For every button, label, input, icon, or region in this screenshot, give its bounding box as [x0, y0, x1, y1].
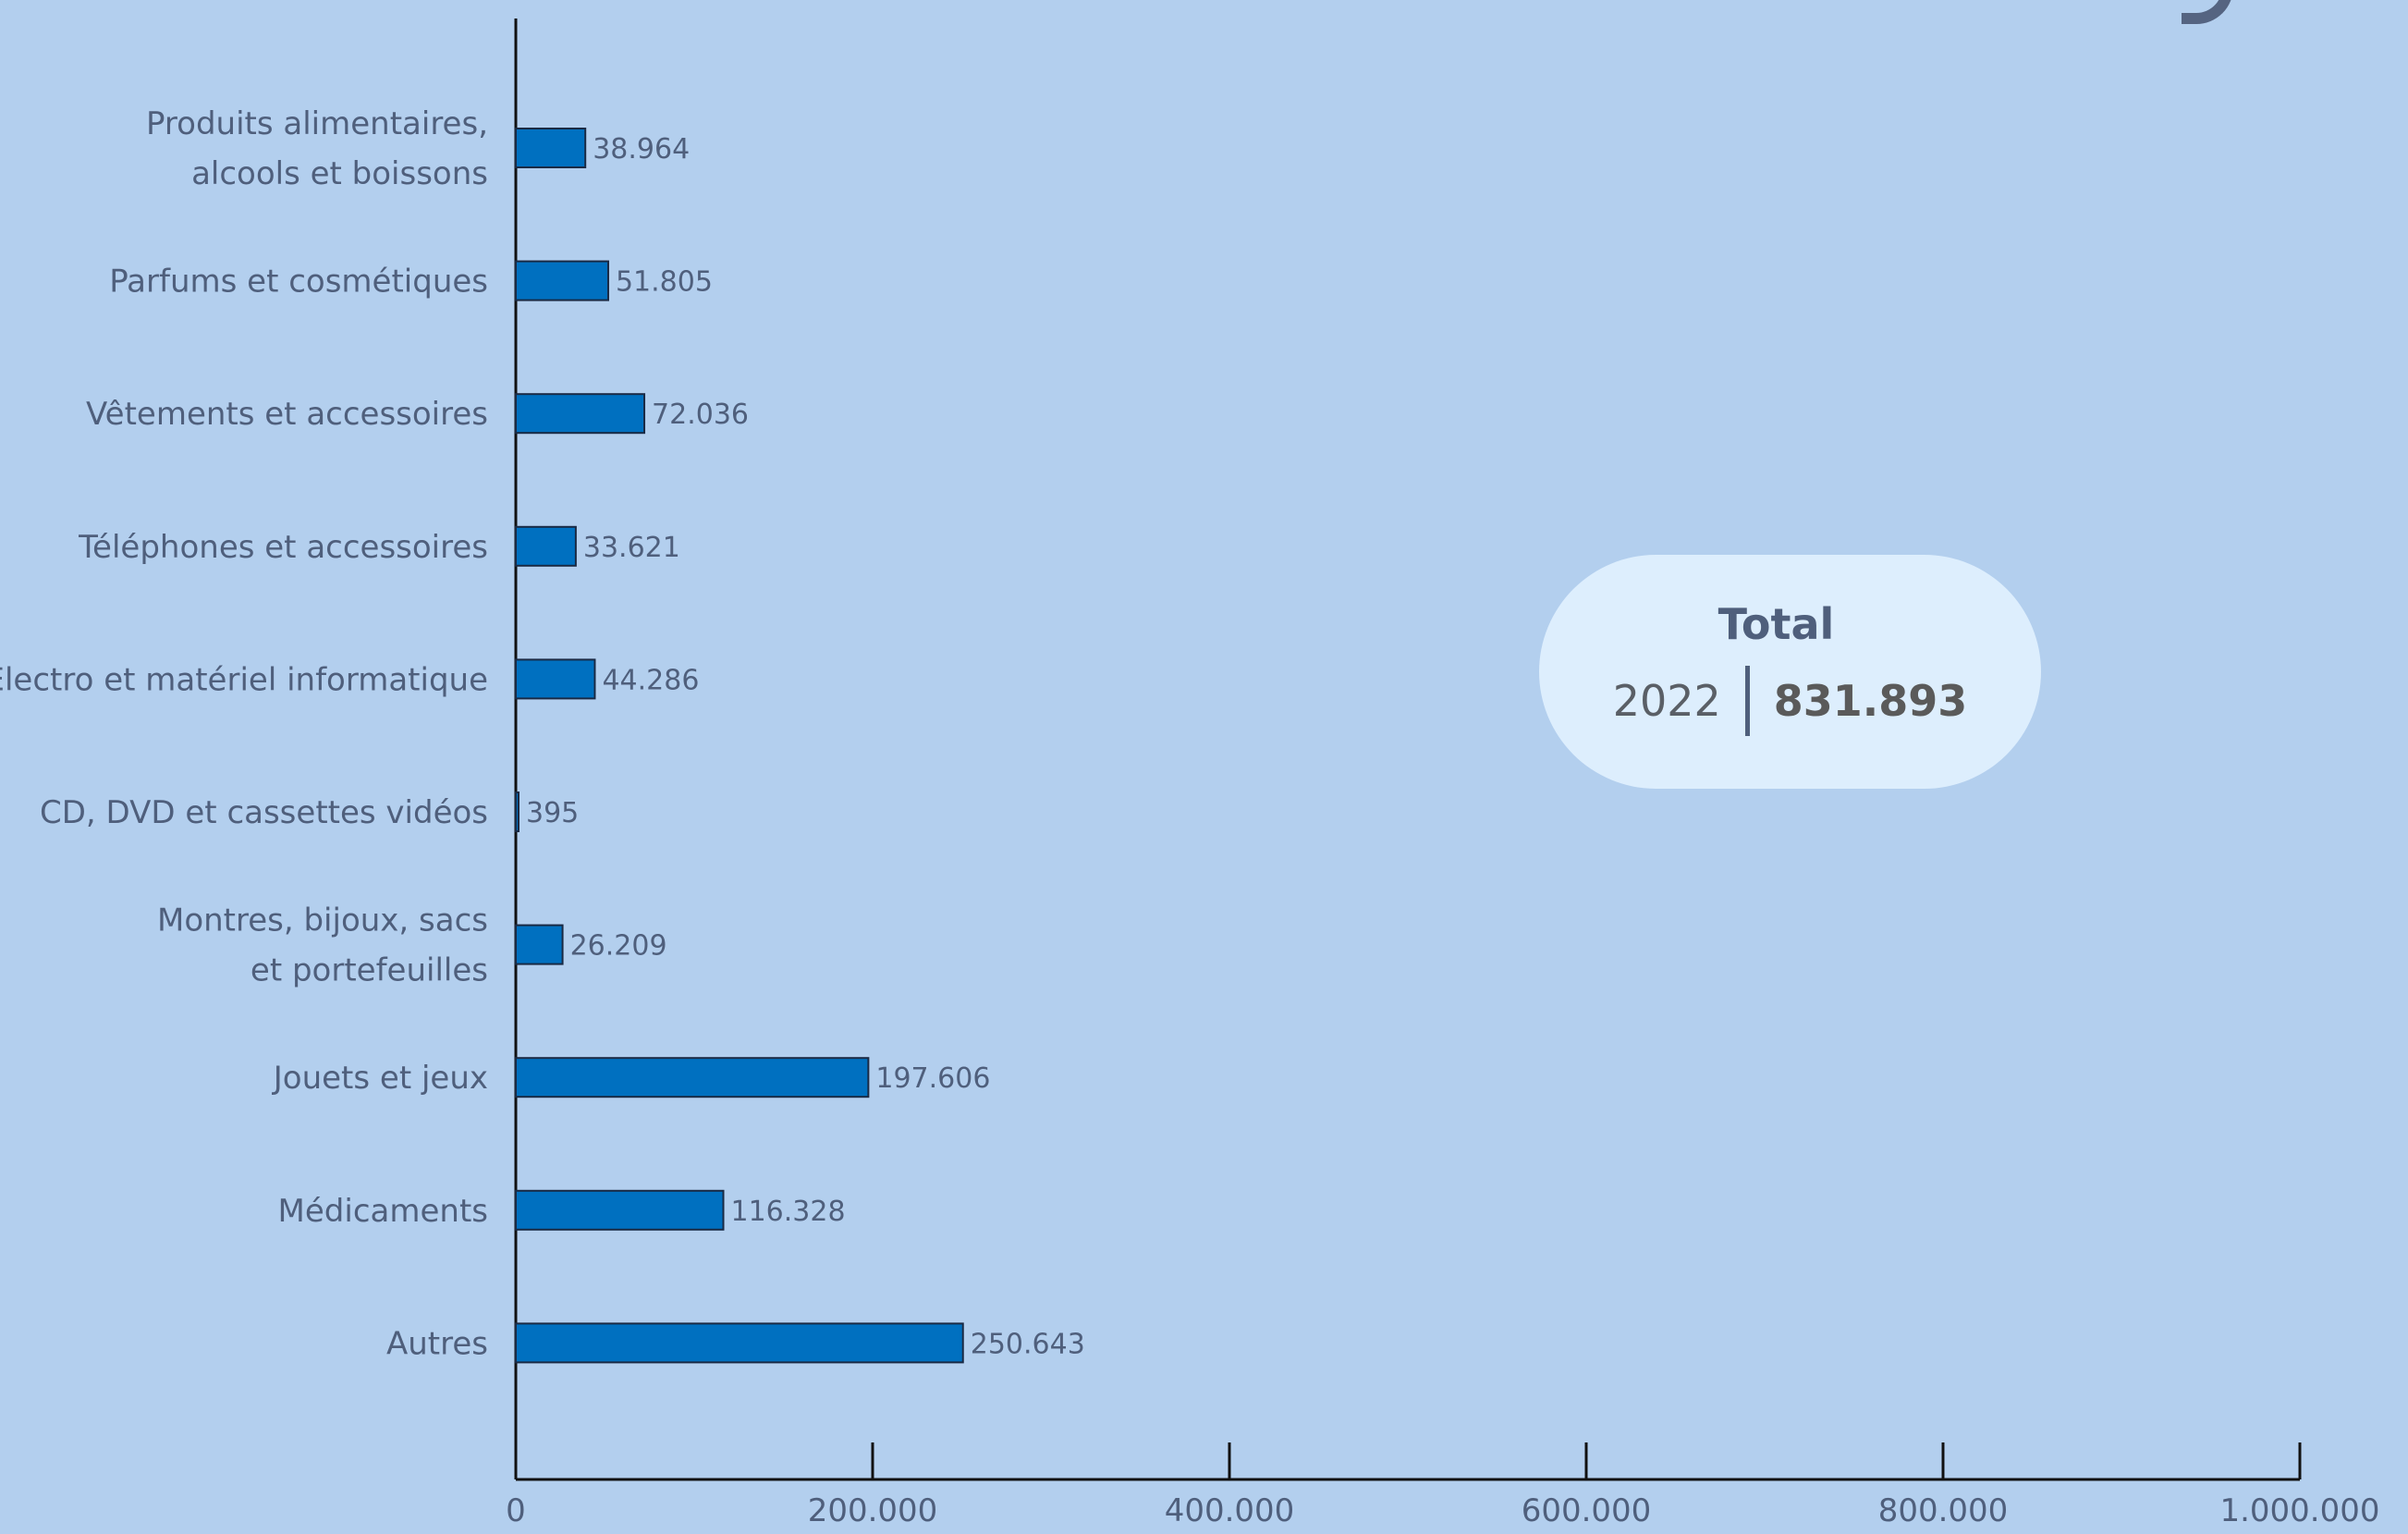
category-label: Téléphones et accessoires: [78, 529, 488, 566]
data-label: 44.286: [602, 664, 699, 696]
x-tick-label: 800.000: [1878, 1492, 2009, 1529]
category-label: CD, DVD et cassettes vidéos: [40, 794, 488, 831]
data-label: 72.036: [652, 399, 749, 431]
data-label: 26.209: [570, 930, 667, 963]
bar: [515, 924, 564, 965]
data-label: 250.643: [971, 1328, 1085, 1360]
data-label: 33.621: [583, 532, 680, 564]
category-label: Autres: [386, 1325, 488, 1362]
data-label: 38.964: [593, 133, 690, 166]
bar: [515, 1189, 725, 1231]
x-tick-label: 600.000: [1522, 1492, 1652, 1529]
bar: [515, 525, 577, 567]
data-label: 395: [526, 797, 579, 829]
data-label: 51.805: [616, 266, 713, 299]
data-label: 197.606: [875, 1062, 990, 1095]
bar: [515, 128, 587, 168]
category-label: Jouets et jeux: [272, 1060, 488, 1097]
bar: [515, 393, 646, 435]
total-row: 2022 831.893: [1539, 666, 2041, 736]
bar: [515, 260, 609, 301]
bar: [515, 1057, 870, 1098]
bar: [515, 1322, 964, 1364]
x-tick-label: 200.000: [808, 1492, 938, 1529]
total-value: 831.893: [1773, 676, 1968, 726]
category-label: Produits alimentaires, alcools et boisson…: [146, 105, 488, 192]
total-title: Total: [1717, 599, 1835, 649]
category-label: Parfums et cosmétiques: [109, 264, 488, 301]
category-label: Montres, bijoux, sacs et portefeuilles: [157, 902, 488, 989]
category-label: Médicaments: [278, 1193, 488, 1230]
x-tick-label: 1.000.000: [2219, 1492, 2379, 1529]
total-year: 2022: [1612, 676, 1721, 726]
total-separator: [1744, 666, 1750, 736]
bar: [515, 792, 519, 832]
category-label: Électro et matériel informatique: [0, 660, 488, 698]
x-tick-label: 0: [506, 1492, 526, 1529]
total-summary-box: Total 2022 831.893: [1539, 555, 2041, 789]
x-tick-label: 400.000: [1165, 1492, 1295, 1529]
bar: [515, 658, 596, 700]
data-label: 116.328: [731, 1196, 846, 1228]
category-label: Vêtements et accessoires: [86, 396, 488, 433]
